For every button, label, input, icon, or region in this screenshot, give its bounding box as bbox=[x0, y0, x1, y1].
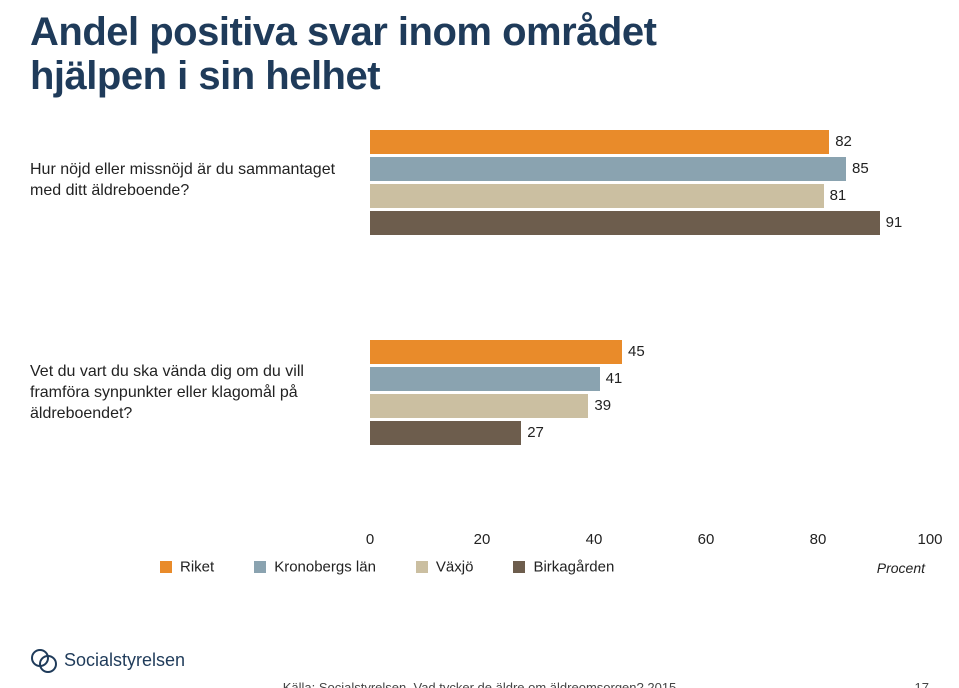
legend-item-kronoberg: Kronobergs län bbox=[254, 558, 376, 576]
legend-swatch bbox=[513, 561, 525, 573]
title-line-1: Andel positiva svar inom området bbox=[30, 10, 656, 54]
bar-row: 91 bbox=[370, 211, 930, 235]
source-line: Källa: Socialstyrelsen, Vad tycker de äl… bbox=[0, 680, 959, 688]
legend-label: Växjö bbox=[436, 559, 474, 576]
bar-row: 39 bbox=[370, 394, 930, 418]
bar-value: 27 bbox=[521, 421, 544, 445]
bar-row: 85 bbox=[370, 157, 930, 181]
bar-row: 82 bbox=[370, 130, 930, 154]
legend-label: Riket bbox=[180, 559, 214, 576]
x-tick: 60 bbox=[686, 531, 726, 548]
bar-value: 39 bbox=[588, 394, 611, 418]
legend: Riket Kronobergs län Växjö Birkagården bbox=[160, 558, 860, 576]
bar-kronoberg bbox=[370, 367, 600, 391]
bar-row: 41 bbox=[370, 367, 930, 391]
bar-value: 82 bbox=[829, 130, 852, 154]
bar-birka bbox=[370, 421, 521, 445]
page-number: 17 bbox=[915, 680, 929, 688]
bar-value: 85 bbox=[846, 157, 869, 181]
x-tick: 100 bbox=[910, 531, 950, 548]
bar-birka bbox=[370, 211, 880, 235]
logo-text: Socialstyrelsen bbox=[64, 650, 185, 670]
group-plot: 82 85 81 91 bbox=[370, 130, 930, 238]
page-title: Andel positiva svar inom området hjälpen… bbox=[30, 10, 656, 98]
legend-item-vaxjo: Växjö bbox=[416, 558, 474, 576]
bar-value: 41 bbox=[600, 367, 623, 391]
legend-label: Kronobergs län bbox=[274, 559, 376, 576]
bar-vaxjo bbox=[370, 184, 824, 208]
legend-label: Birkagården bbox=[533, 559, 614, 576]
chart-area: Hur nöjd eller missnöjd är du sammantage… bbox=[30, 130, 930, 550]
bar-riket bbox=[370, 130, 829, 154]
x-tick: 80 bbox=[798, 531, 838, 548]
bar-row: 27 bbox=[370, 421, 930, 445]
bar-value: 81 bbox=[824, 184, 847, 208]
title-line-2: hjälpen i sin helhet bbox=[30, 54, 380, 98]
logo: Socialstyrelsen bbox=[30, 646, 185, 676]
bar-row: 45 bbox=[370, 340, 930, 364]
legend-item-riket: Riket bbox=[160, 558, 214, 576]
logo-icon bbox=[30, 646, 60, 676]
group-label: Vet du vart du ska vända dig om du vill … bbox=[30, 362, 350, 424]
percent-label: Procent bbox=[877, 560, 925, 576]
bar-kronoberg bbox=[370, 157, 846, 181]
legend-swatch bbox=[416, 561, 428, 573]
legend-item-birka: Birkagården bbox=[513, 558, 614, 576]
bar-row: 81 bbox=[370, 184, 930, 208]
group-plot: 45 41 39 27 bbox=[370, 340, 930, 448]
bar-value: 45 bbox=[622, 340, 645, 364]
legend-swatch bbox=[160, 561, 172, 573]
group-label: Hur nöjd eller missnöjd är du sammantage… bbox=[30, 160, 350, 202]
x-tick: 20 bbox=[462, 531, 502, 548]
page: Andel positiva svar inom området hjälpen… bbox=[0, 0, 959, 688]
x-tick: 0 bbox=[350, 531, 390, 548]
legend-swatch bbox=[254, 561, 266, 573]
x-tick: 40 bbox=[574, 531, 614, 548]
bar-riket bbox=[370, 340, 622, 364]
bar-value: 91 bbox=[880, 211, 903, 235]
bar-vaxjo bbox=[370, 394, 588, 418]
